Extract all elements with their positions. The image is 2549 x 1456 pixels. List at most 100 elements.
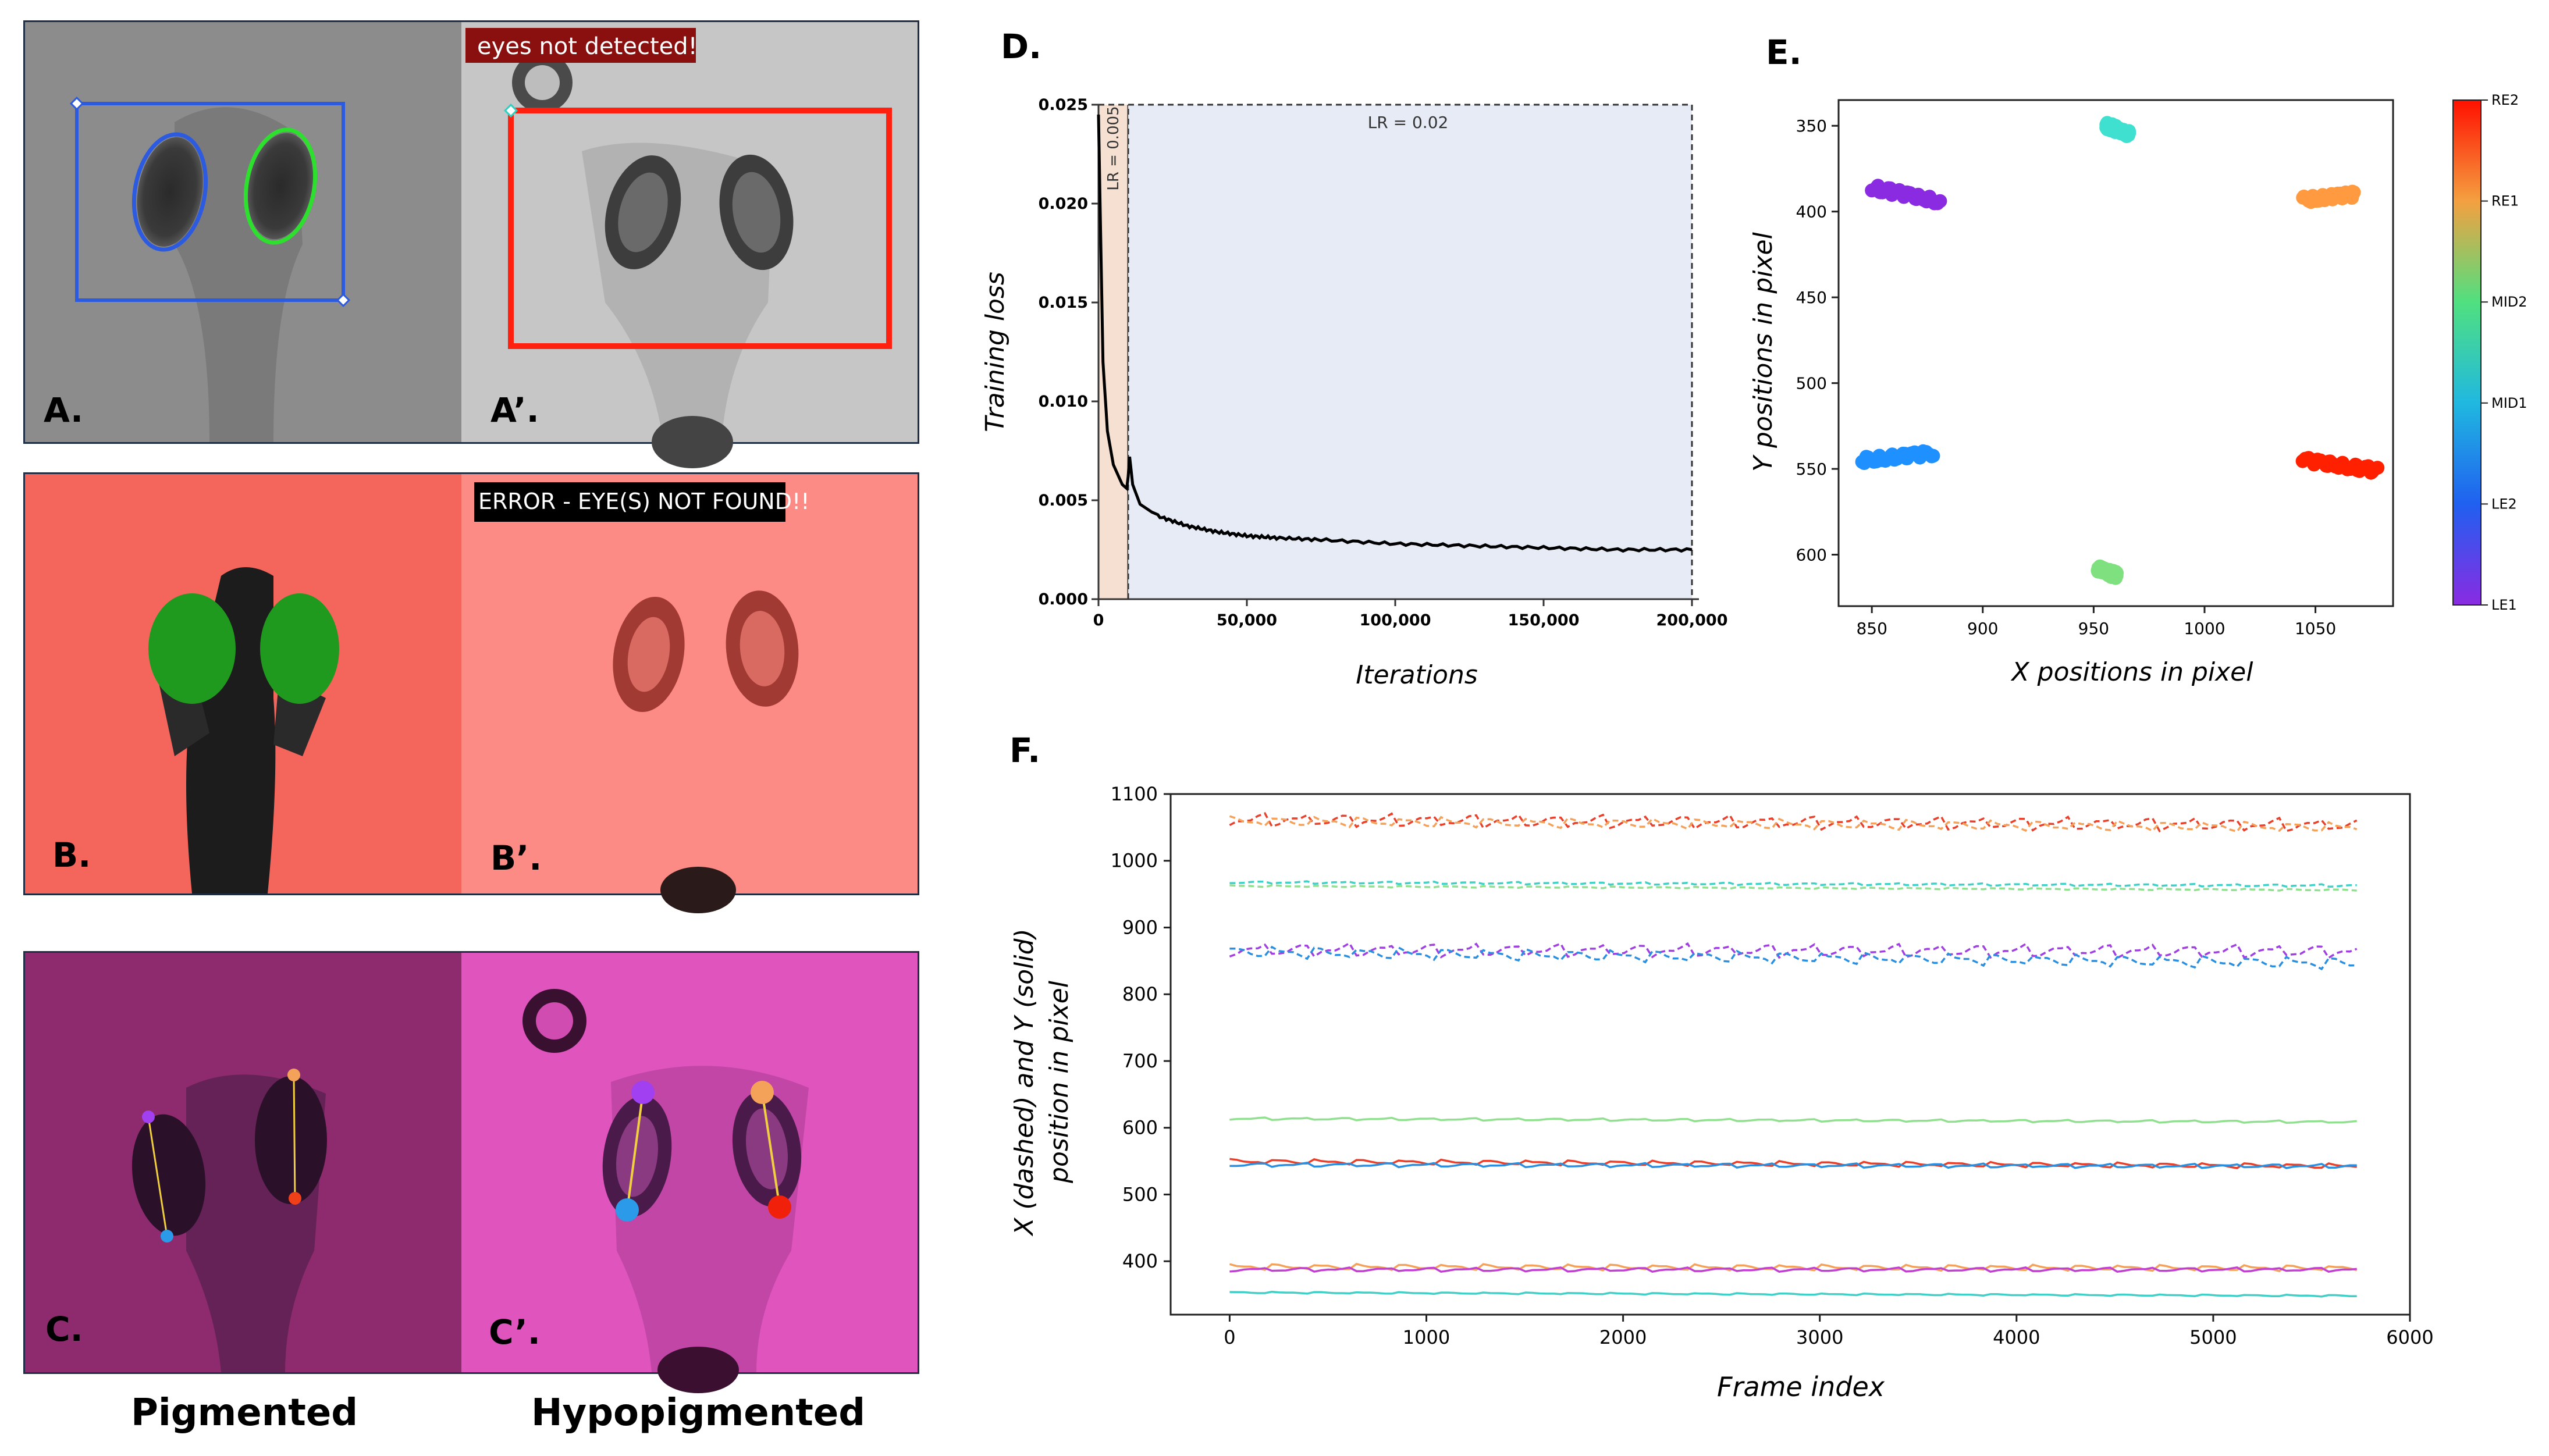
e-ytick-label-0: 350 — [1796, 116, 1827, 136]
panel-b-prime-image — [461, 474, 918, 893]
colorbar-label-5: LE1 — [2491, 597, 2517, 613]
f-ytick-label-1: 500 — [1122, 1183, 1158, 1205]
e-ytick-label-2: 450 — [1796, 288, 1827, 307]
le1-point-prime — [631, 1081, 655, 1104]
cluster-point — [2109, 571, 2123, 585]
series-re1-y — [1229, 1262, 2358, 1273]
cluster-re2 — [2295, 451, 2385, 480]
colorbar-label-2: MID2 — [2491, 294, 2527, 310]
panel-b-label: B. — [52, 835, 91, 875]
cluster-le2 — [1855, 444, 1940, 470]
f-xtick-label-6: 6000 — [2386, 1326, 2433, 1348]
panel-c-group: C. C’. — [23, 951, 919, 1393]
series-le2-x — [1229, 945, 2357, 971]
panel-d-label: D. — [1001, 27, 1041, 66]
colorbar-label-1: RE1 — [2491, 193, 2519, 209]
lr-region-2 — [1127, 104, 1693, 600]
series-re1-x — [1229, 815, 2358, 833]
f-ylabel-line1: X (dashed) and Y (solid) — [1009, 928, 1039, 1236]
series-le2-y — [1229, 1161, 2357, 1169]
le1-point — [142, 1110, 155, 1123]
caption-pigmented: Pigmented — [131, 1391, 358, 1434]
training-loss-chart: D. LR = 0.005 LR = 0.02 0 50,000 100,000 15… — [980, 27, 1727, 690]
series-mid1-x — [1229, 884, 2357, 892]
lr-region-2-label: LR = 0.02 — [1368, 113, 1449, 132]
colorbar-label-3: MID1 — [2491, 395, 2527, 411]
d-xtick-label-2: 100,000 — [1360, 611, 1431, 629]
e-xtick-label-3: 1000 — [2184, 619, 2225, 638]
f-plot-area — [1169, 793, 2411, 1316]
re1-point-prime — [751, 1081, 774, 1104]
d-ytick-label-3: 0.015 — [1039, 294, 1088, 312]
f-ytick-label-0: 400 — [1122, 1250, 1158, 1272]
series-re2-x — [1229, 812, 2358, 833]
e-ytick-label-4: 550 — [1796, 460, 1827, 479]
panel-a-group: A. eyes not detected! A’. — [23, 20, 919, 468]
panel-a-label: A. — [44, 390, 83, 430]
e-ytick-label-5: 600 — [1796, 546, 1827, 565]
d-xtick-label-1: 50,000 — [1217, 611, 1277, 629]
d-ytick-label-5: 0.025 — [1039, 96, 1088, 114]
f-xtick-label-4: 4000 — [1993, 1326, 2040, 1348]
left-eye-segmentation — [148, 593, 236, 704]
left-eye-detection-ellipse — [131, 132, 208, 252]
f-ytick-label-4: 800 — [1122, 983, 1158, 1005]
series-mid2-y — [1229, 1290, 2357, 1298]
panel-a-prime-label: A’. — [490, 390, 539, 430]
e-xtick-label-4: 1050 — [2295, 619, 2336, 638]
le2-point-prime — [616, 1198, 639, 1222]
re2-point — [289, 1192, 301, 1205]
cluster-point — [1933, 194, 1947, 208]
f-ytick-label-5: 900 — [1122, 916, 1158, 938]
series-le1-x — [1229, 942, 2358, 960]
series-re2-y — [1229, 1158, 2357, 1169]
f-ytick-label-3: 700 — [1122, 1050, 1158, 1072]
e-ytick-label-1: 400 — [1796, 202, 1827, 222]
e-xlabel: X positions in pixel — [2011, 657, 2254, 687]
panel-c-label: C. — [45, 1309, 83, 1349]
d-ytick-label-4: 0.020 — [1039, 195, 1088, 213]
eye-position-scatter: E. 850 900 950 1000 1050 350 400 450 500 550 600 R… — [1748, 33, 2527, 687]
caption-hypopigmented: Hypopigmented — [531, 1391, 865, 1434]
d-ytick-label-1: 0.005 — [1039, 492, 1088, 510]
error-banner-b: ERROR - EYE(S) NOT FOUND!! — [478, 489, 809, 514]
f-ytick-label-2: 600 — [1122, 1117, 1158, 1139]
re2-point-prime — [768, 1195, 791, 1219]
e-xtick-label-0: 850 — [1856, 619, 1887, 638]
cluster-point — [2347, 185, 2361, 200]
e-ylabel: Y positions in pixel — [1748, 232, 1778, 471]
d-ytick-label-0: 0.000 — [1039, 590, 1088, 608]
failed-detection-box — [508, 108, 892, 349]
right-eye-detection-ellipse — [243, 127, 318, 245]
colorbar-label-4: LE2 — [2491, 496, 2517, 512]
f-xtick-label-0: 0 — [1224, 1326, 1235, 1348]
cluster-mid2 — [2099, 116, 2136, 144]
colorbar-label-0: RE2 — [2491, 92, 2519, 108]
position-timeseries-chart: F. 0 1000 2000 3000 4000 5000 6000 400 500 600 700… — [1009, 731, 2434, 1402]
cluster-re1 — [2296, 184, 2361, 209]
cluster-point — [2370, 461, 2385, 475]
d-xlabel: Iterations — [1356, 660, 1478, 690]
error-banner: eyes not detected! — [477, 33, 698, 60]
cluster-point — [2120, 128, 2135, 142]
e-plot-area — [1837, 99, 2394, 607]
le2-point — [161, 1230, 173, 1243]
detection-bounding-box — [75, 102, 345, 302]
d-xtick-label-0: 0 — [1093, 611, 1104, 629]
re1-point — [287, 1069, 300, 1081]
f-ylabel-line2: position in pixel — [1044, 980, 1074, 1184]
series-mid1-y — [1229, 1116, 2357, 1124]
series-le1-y — [1229, 1266, 2357, 1273]
error-banner-bg — [465, 28, 696, 63]
d-ytick-label-2: 0.010 — [1039, 393, 1088, 411]
e-xtick-label-1: 900 — [1967, 619, 1998, 638]
f-xtick-label-3: 3000 — [1796, 1326, 1843, 1348]
cluster-mid1 — [2091, 559, 2124, 585]
e-xtick-label-2: 950 — [2078, 619, 2109, 638]
f-xlabel: Frame index — [1717, 1371, 1885, 1402]
panel-b-prime-label: B’. — [490, 838, 542, 878]
error-banner-bg-b — [474, 482, 785, 522]
f-ytick-label-7: 1100 — [1111, 783, 1158, 805]
panel-b-group: B. ERROR - EYE(S) NOT FOUND!! B’. — [23, 472, 919, 913]
d-ylabel: Training loss — [980, 272, 1010, 432]
